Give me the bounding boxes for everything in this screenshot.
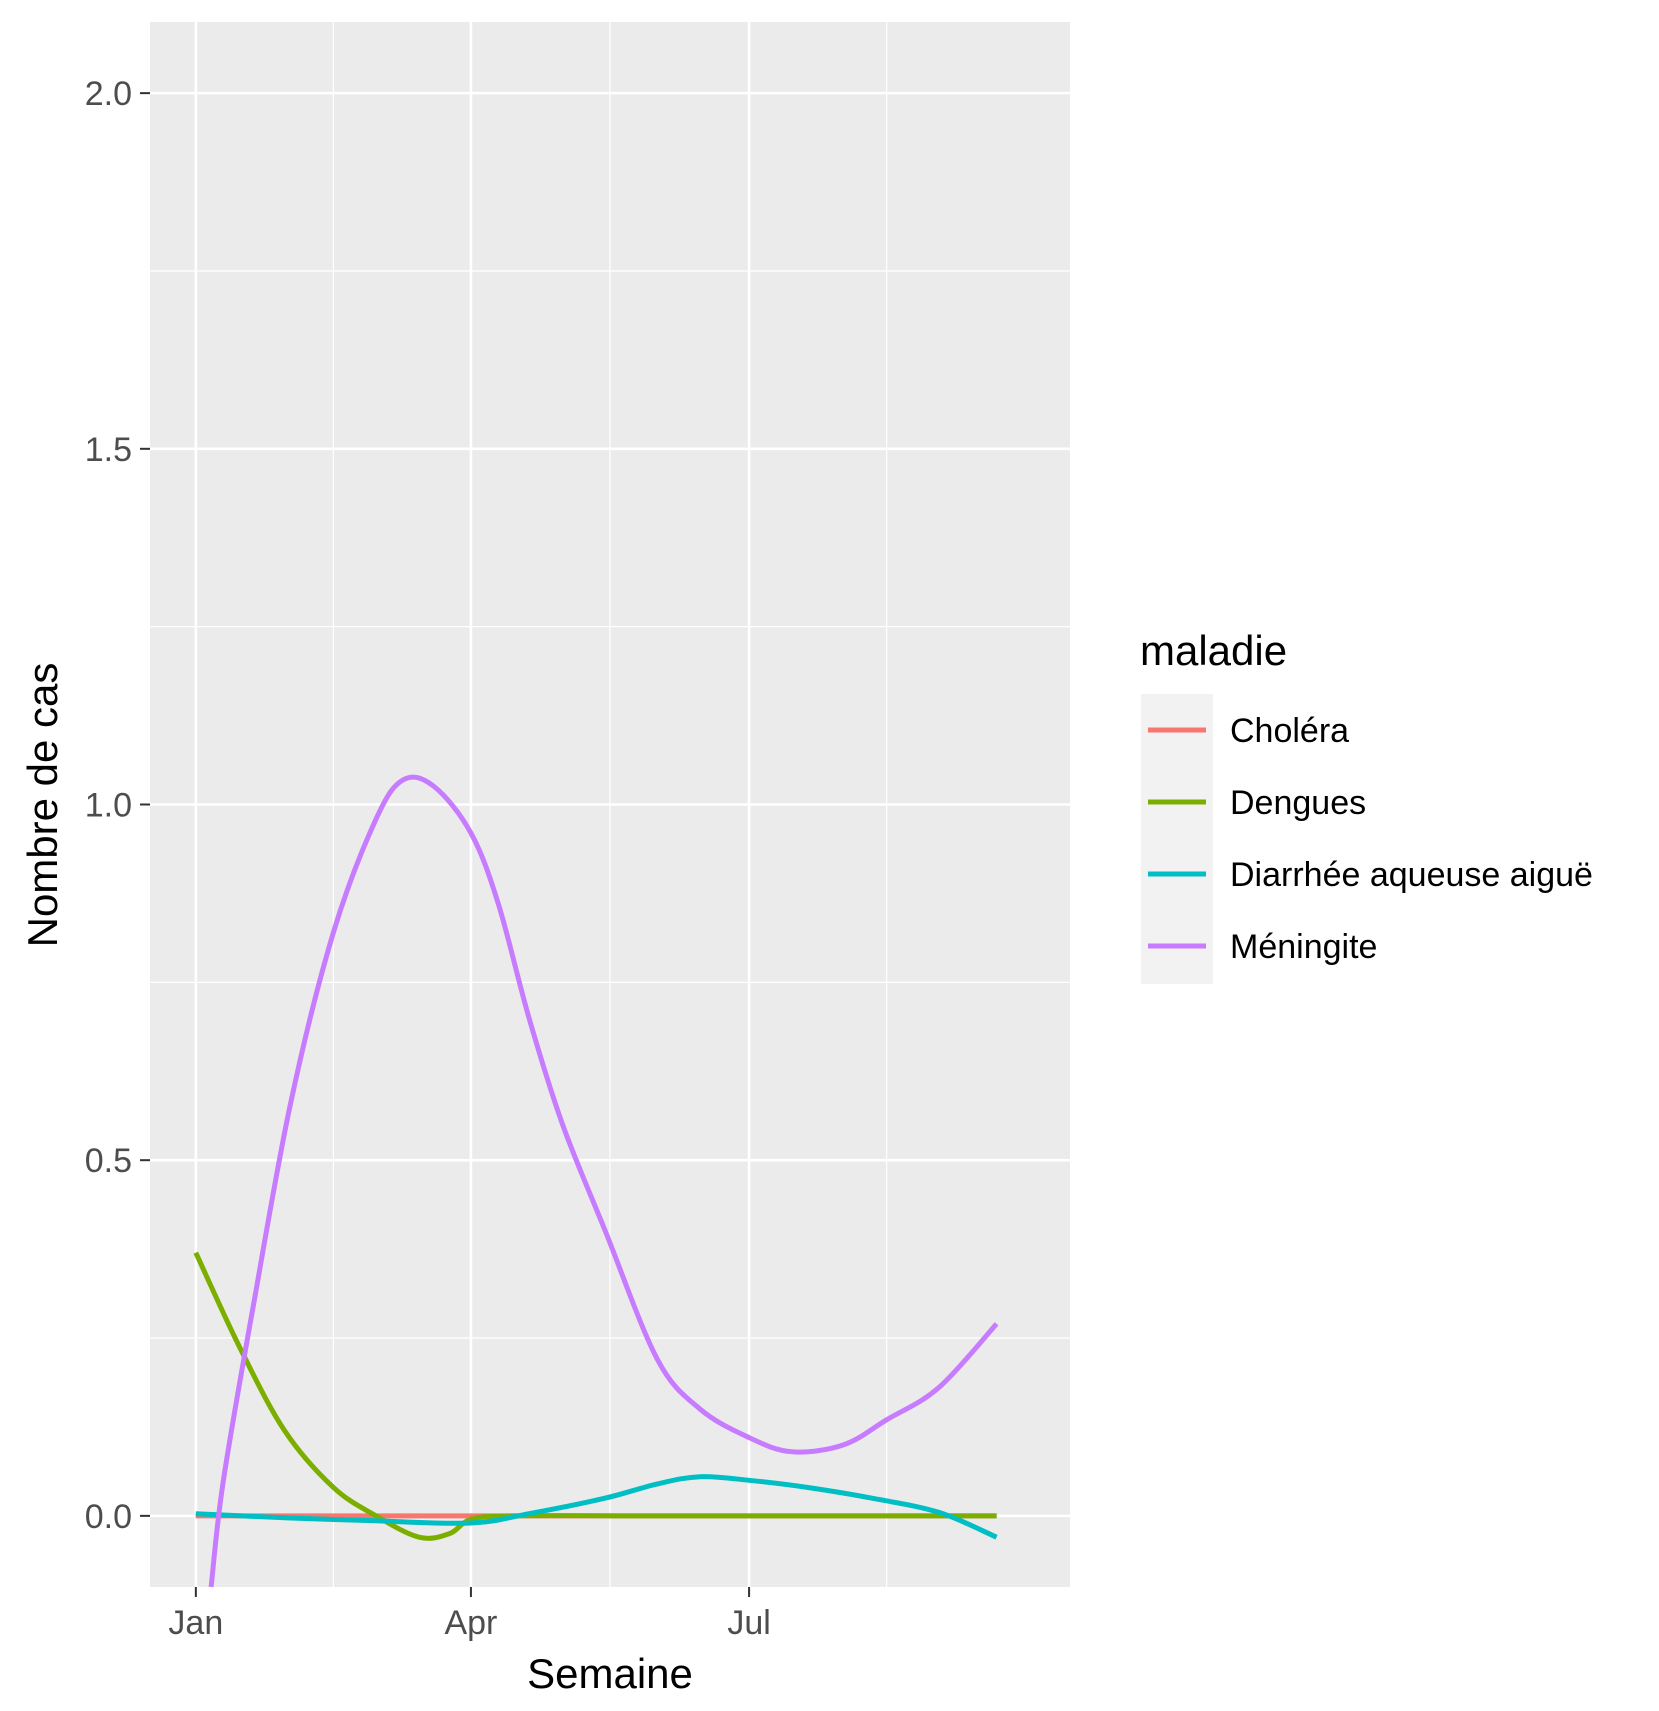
x-axis: Jan Apr Jul [168, 1587, 771, 1642]
y-tick-label: 0.0 [85, 1498, 132, 1536]
legend-label-cholera: Choléra [1230, 712, 1349, 750]
y-axis: 0.0 0.5 1.0 1.5 2.0 [85, 75, 150, 1536]
series-layer [193, 774, 999, 1588]
legend-label-dengues: Dengues [1230, 784, 1366, 822]
legend: maladie Choléra Dengues Diarrhée aqueuse a… [1140, 627, 1593, 984]
y-axis-title: Nombre de cas [19, 663, 66, 948]
x-tick-label: Jan [168, 1604, 223, 1642]
series-line-diarrhee-aqueuse-aigue [195, 1474, 998, 1540]
legend-items: Choléra Dengues Diarrhée aqueuse aiguë Méni… [1148, 712, 1593, 966]
series-line-dengues [193, 1251, 997, 1541]
x-tick-label: Jul [727, 1604, 770, 1642]
y-tick-label: 1.0 [85, 787, 132, 825]
legend-key-background [1141, 694, 1213, 984]
x-axis-title: Semaine [527, 1650, 693, 1697]
series-line-meningite [208, 774, 999, 1588]
legend-label-diarrhee-aqueuse-aigue: Diarrhée aqueuse aiguë [1230, 856, 1593, 894]
x-tick-label: Apr [444, 1604, 497, 1642]
y-tick-label: 1.5 [85, 431, 132, 469]
legend-title: maladie [1140, 627, 1287, 674]
y-tick-label: 0.5 [85, 1142, 132, 1180]
y-tick-label: 2.0 [85, 75, 132, 113]
legend-label-meningite: Méningite [1230, 928, 1377, 966]
